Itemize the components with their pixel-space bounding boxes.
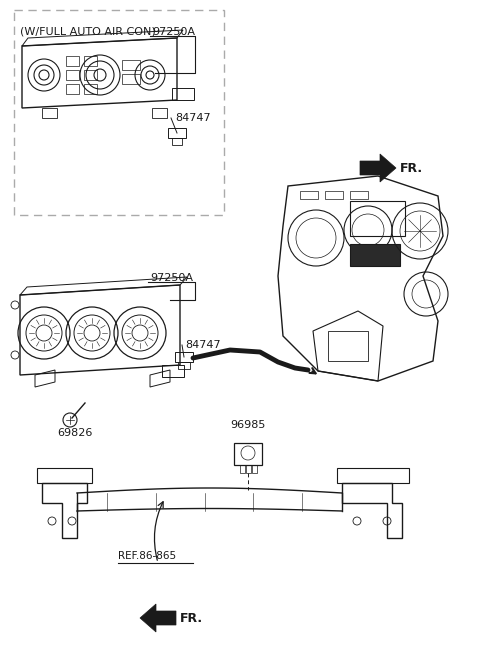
Bar [66, 70, 79, 80]
Bar [14, 10, 224, 215]
Bar [234, 443, 262, 465]
Bar [84, 70, 97, 80]
Bar [168, 128, 186, 138]
Bar [152, 108, 167, 118]
Bar [300, 191, 318, 199]
Bar [122, 74, 140, 84]
Bar [328, 331, 368, 361]
Text: REF.86-865: REF.86-865 [118, 551, 176, 561]
Bar [325, 191, 343, 199]
Bar [246, 465, 251, 473]
Bar [162, 365, 184, 377]
Bar [350, 201, 405, 236]
Text: 69826: 69826 [57, 428, 93, 438]
Polygon shape [360, 154, 396, 182]
Bar [240, 465, 245, 473]
Bar [42, 108, 57, 118]
Bar [66, 56, 79, 66]
Bar [84, 56, 97, 66]
Bar [178, 362, 190, 369]
Text: FR.: FR. [400, 161, 423, 175]
Bar [37, 468, 92, 483]
Bar [350, 244, 400, 266]
Text: 97250A: 97250A [150, 273, 193, 283]
Text: 97250A: 97250A [152, 27, 195, 37]
Bar [122, 60, 140, 70]
Bar [84, 84, 97, 94]
Text: 84747: 84747 [185, 340, 221, 350]
Bar [350, 191, 368, 199]
Polygon shape [140, 604, 176, 632]
Bar [175, 352, 193, 362]
Text: FR.: FR. [180, 612, 203, 625]
Bar [172, 88, 194, 100]
Text: 96985: 96985 [230, 420, 266, 430]
Text: (W/FULL AUTO AIR CON): (W/FULL AUTO AIR CON) [20, 26, 156, 36]
Bar [337, 468, 409, 483]
Bar [172, 138, 182, 145]
Text: 84747: 84747 [175, 113, 211, 123]
Bar [252, 465, 257, 473]
Bar [66, 84, 79, 94]
